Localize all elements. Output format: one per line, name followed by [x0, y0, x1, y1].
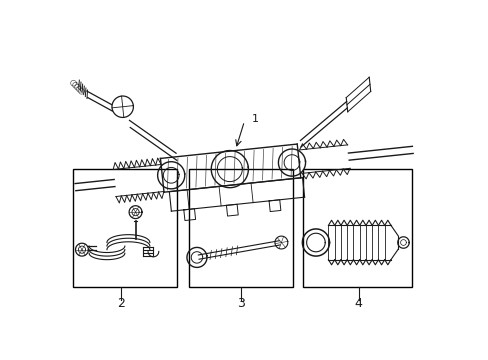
Text: 4: 4 [354, 297, 362, 310]
Bar [189, 169, 292, 287]
Bar [73, 169, 176, 287]
Text: 2: 2 [117, 297, 125, 310]
Bar [303, 169, 411, 287]
Text: 1: 1 [251, 114, 258, 124]
Text: 3: 3 [237, 297, 244, 310]
